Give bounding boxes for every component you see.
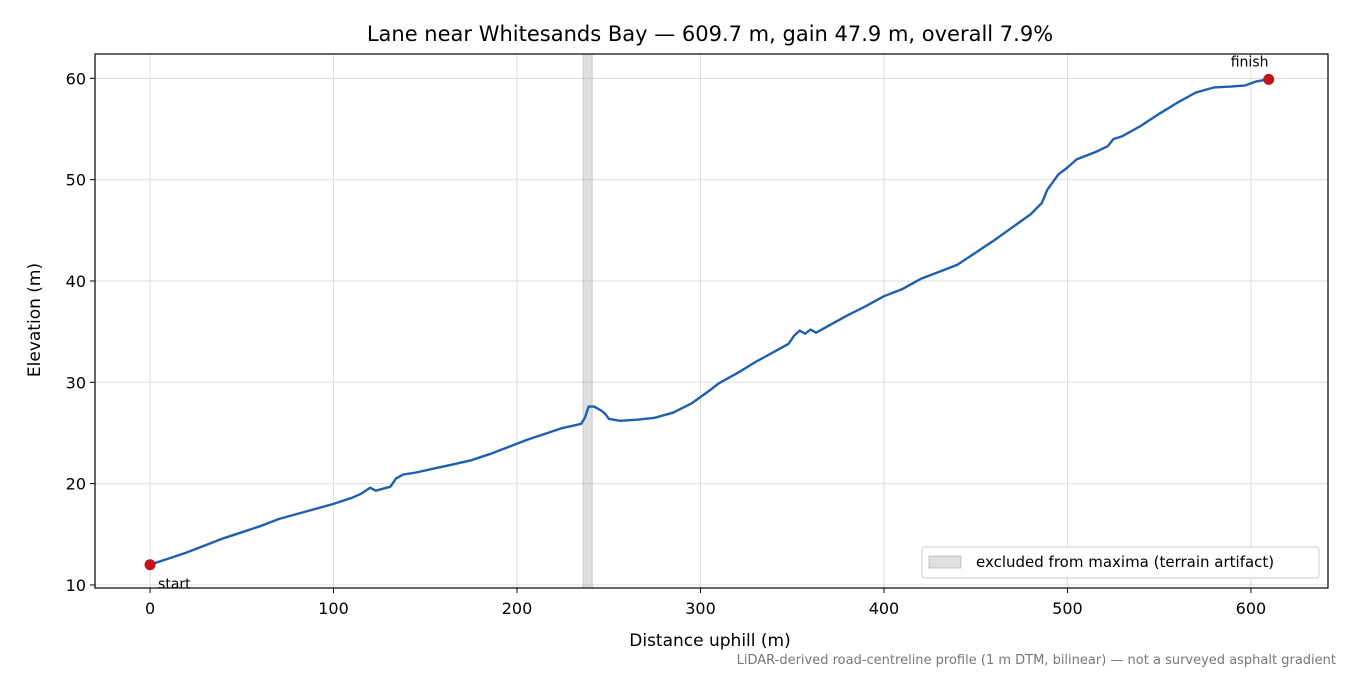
x-tick-label: 100: [318, 599, 349, 618]
y-axis-ticks: 10 20 30 40 50 60: [66, 69, 95, 595]
plot-frame: [94, 53, 1329, 589]
x-tick-label: 600: [1236, 599, 1267, 618]
profile-line-layer: [148, 78, 1270, 566]
finish-marker: [1263, 73, 1275, 85]
x-tick-label: 400: [869, 599, 900, 618]
y-tick-label: 30: [66, 373, 86, 392]
legend-box: [921, 546, 1320, 579]
excluded-band: [582, 53, 593, 589]
finish-label: finish: [1231, 54, 1269, 70]
x-tick-label: 300: [685, 599, 716, 618]
y-tick-label: 10: [66, 576, 86, 595]
y-tick-label: 60: [66, 69, 86, 88]
chart-footnote: LiDAR-derived road-centreline profile (1…: [737, 653, 1336, 668]
start-label: start: [158, 577, 191, 593]
y-tick-label: 20: [66, 475, 86, 494]
start-marker: [144, 559, 156, 571]
y-axis-label: Elevation (m): [25, 263, 45, 377]
x-tick-label: 500: [1052, 599, 1083, 618]
legend-label-excluded: excluded from maxima (terrain artifact): [976, 553, 1274, 571]
y-tick-label: 50: [66, 171, 86, 190]
x-axis-ticks: 0 100 200 300 400 500 600: [145, 588, 1266, 618]
elevation-profile-line: [148, 78, 1270, 566]
excluded-band-layer: [582, 53, 593, 589]
chart-title: Lane near Whitesands Bay — 609.7 m, gain…: [367, 22, 1053, 46]
x-tick-label: 0: [145, 599, 155, 618]
legend-swatch-excluded: [928, 555, 962, 569]
y-tick-label: 40: [66, 272, 86, 291]
x-axis-label: Distance uphill (m): [629, 631, 790, 651]
grid-lines: [95, 54, 1328, 588]
x-tick-label: 200: [502, 599, 533, 618]
endpoint-markers: start finish: [144, 54, 1275, 593]
legend: excluded from maxima (terrain artifact): [921, 546, 1320, 579]
